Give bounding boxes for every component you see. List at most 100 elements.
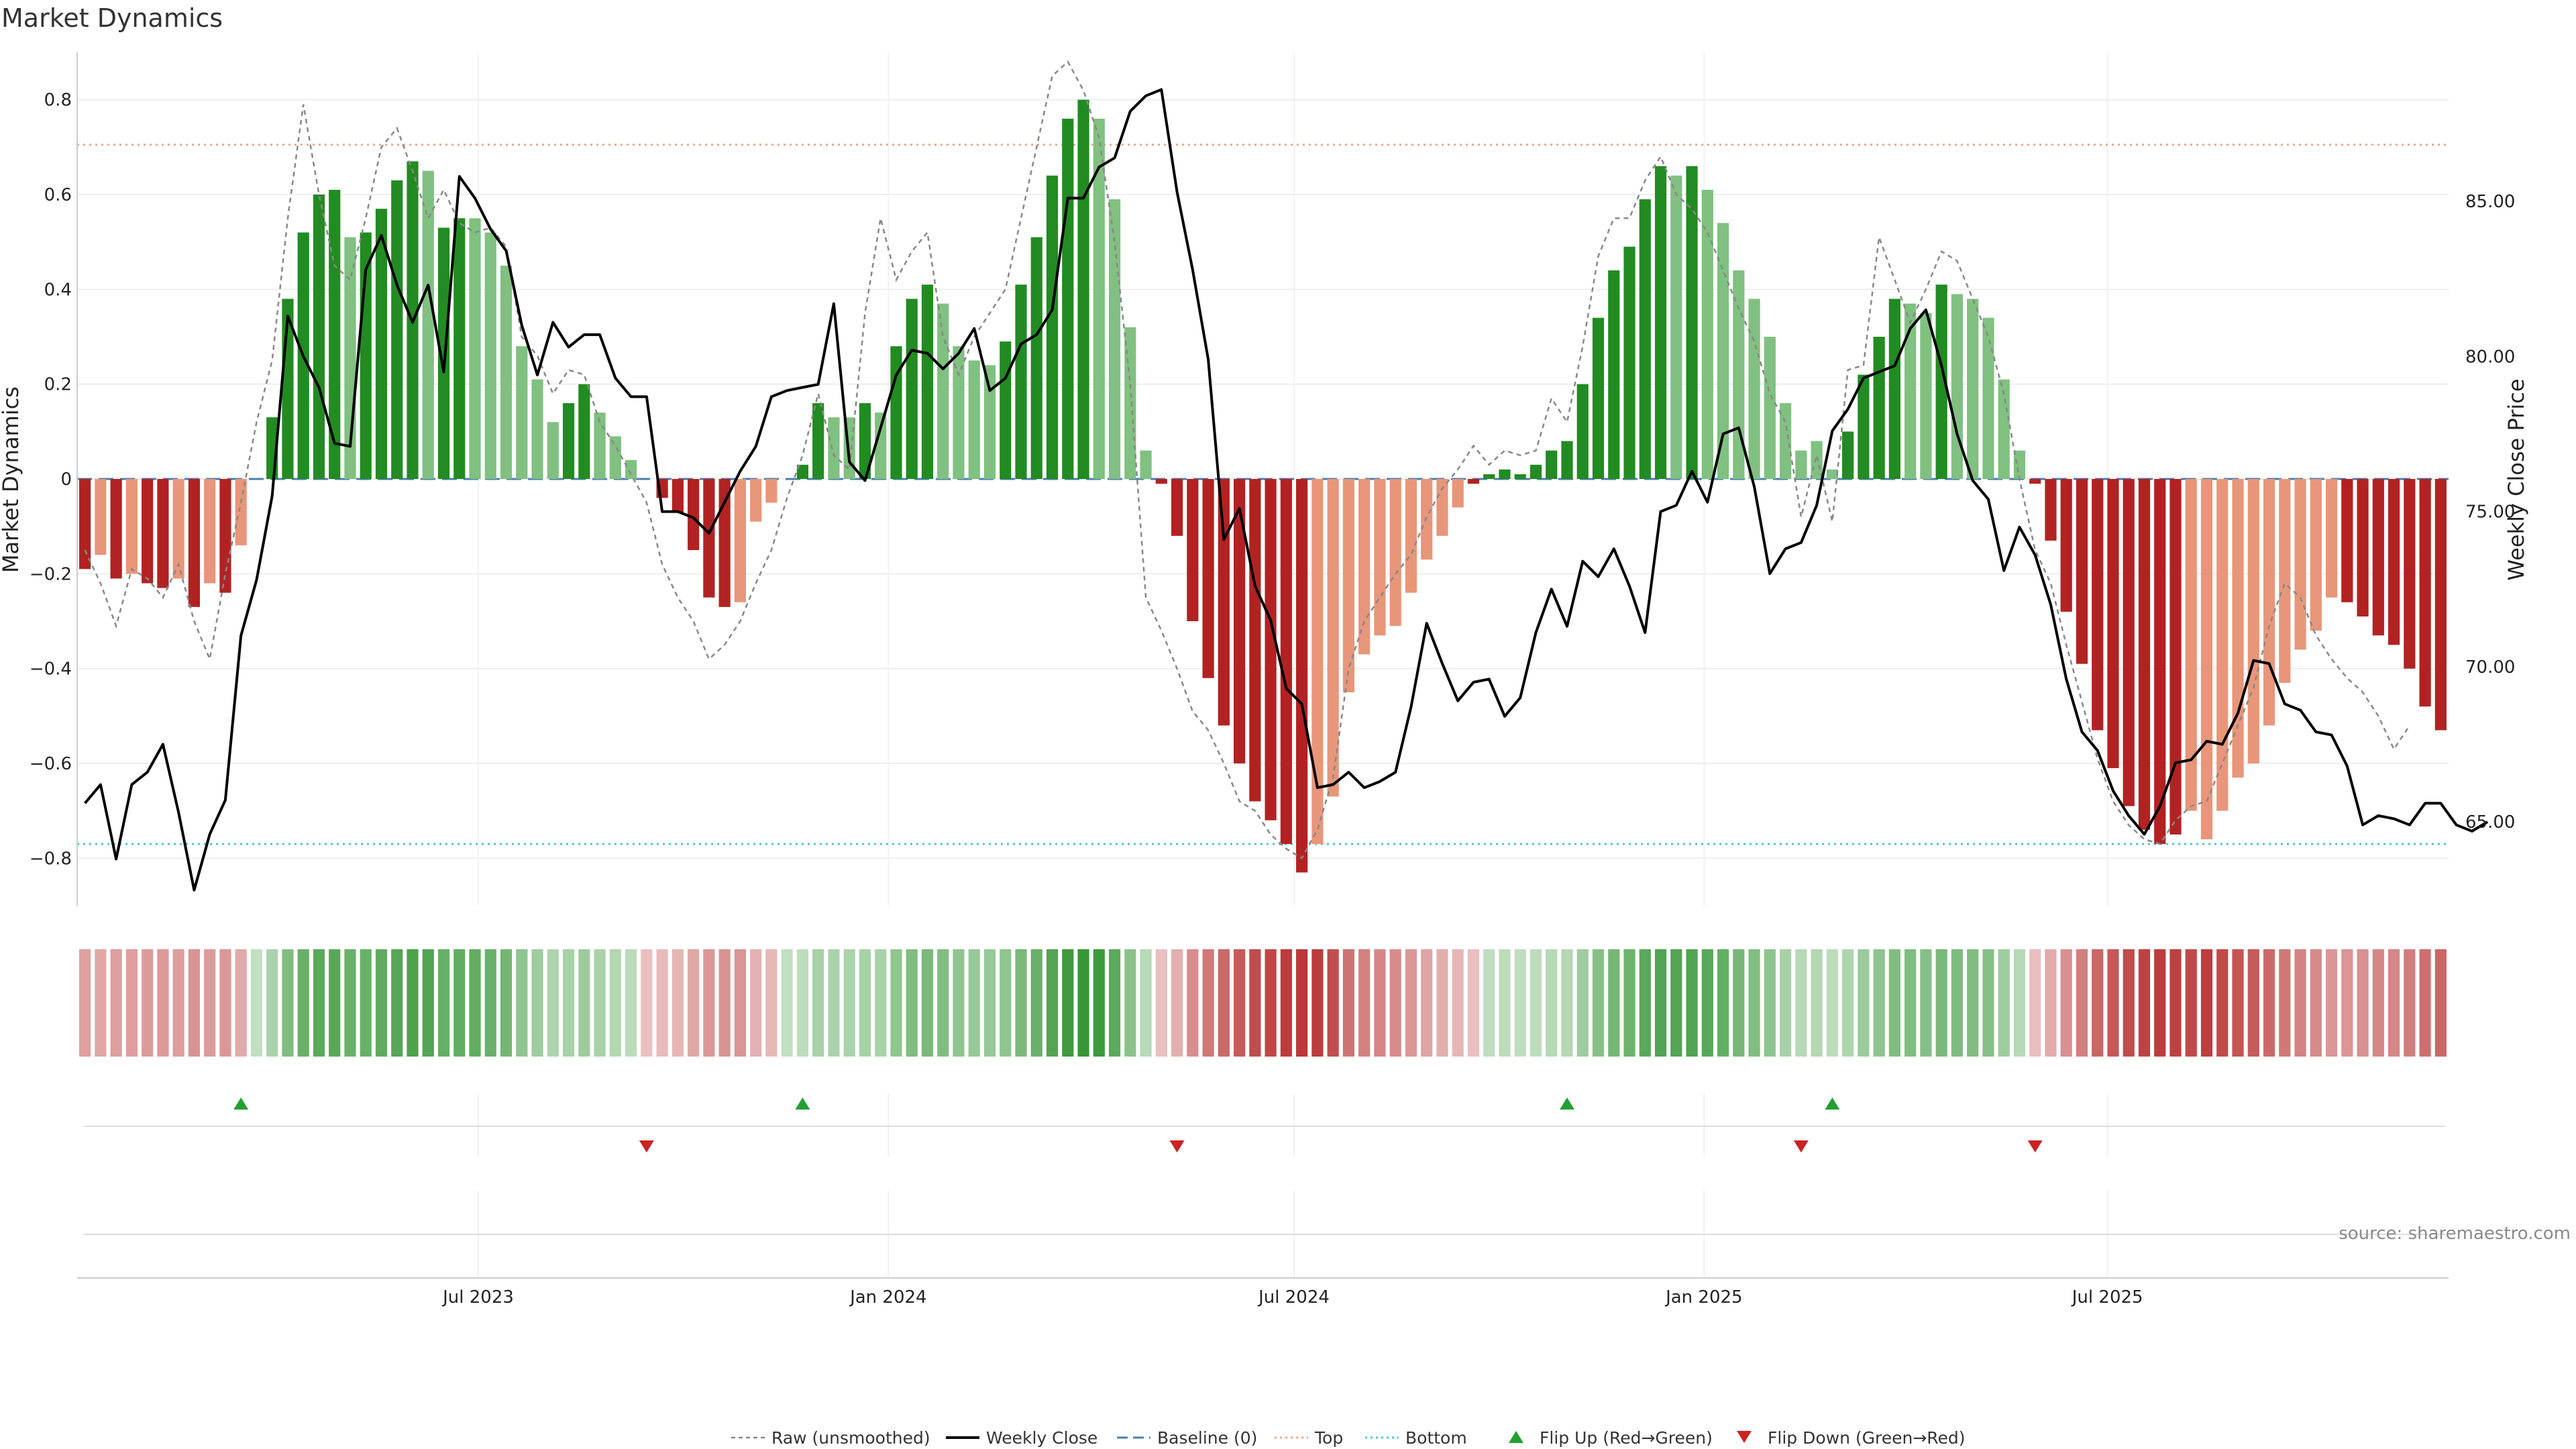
heat-cell [1124, 949, 1136, 1057]
dynamics-bar [1904, 303, 1917, 479]
dynamics-bar [1639, 199, 1651, 479]
left-tick-label: 0 [60, 470, 72, 490]
heat-cell [1327, 949, 1339, 1057]
dynamics-bar [1452, 479, 1464, 508]
left-tick-label: 0.4 [44, 280, 72, 300]
heat-cell [1140, 949, 1152, 1057]
chart-title: Market Dynamics [1, 3, 223, 33]
dynamics-bar [1623, 246, 1635, 479]
dynamics-bar [1873, 337, 1885, 479]
heat-cell [1499, 949, 1511, 1057]
heat-cell [594, 949, 606, 1057]
heat-cell [1062, 949, 1074, 1057]
heat-cell [2341, 949, 2353, 1057]
heat-cell [297, 949, 309, 1057]
heat-cell [235, 949, 247, 1057]
heat-cell [1155, 949, 1167, 1057]
dynamics-bar [1748, 299, 1760, 479]
dynamics-bar [1374, 479, 1386, 636]
legend-item-flip_down: Flip Down (Green→Red) [1737, 1428, 1966, 1448]
dynamics-bar [1967, 299, 1979, 479]
weekly-close-line [84, 88, 2489, 892]
legend-label: Weekly Close [986, 1428, 1097, 1448]
dynamics-bar [921, 284, 934, 479]
heat-cell [609, 949, 621, 1057]
dynamics-bar [2434, 479, 2447, 731]
dynamics-bar [2200, 479, 2213, 840]
dynamics-bar [796, 464, 809, 479]
dynamics-bar [2154, 479, 2166, 845]
dynamics-bar [484, 232, 496, 479]
heat-cell [2232, 949, 2244, 1057]
legend-item-bottom: Bottom [1365, 1428, 1467, 1448]
dynamics-bar [859, 402, 871, 479]
dynamics-bar [1546, 450, 1558, 479]
heat-cell [2200, 949, 2213, 1057]
heat-cell [2045, 949, 2057, 1057]
left-tick-label: 0.6 [44, 185, 72, 205]
heat-cell [1452, 949, 1464, 1057]
heat-cell [2029, 949, 2041, 1057]
dynamics-bar [2372, 479, 2384, 636]
heat-cell [188, 949, 201, 1057]
heat-cell [828, 949, 840, 1057]
dynamics-bar [968, 360, 980, 479]
heat-cell [2013, 949, 2026, 1057]
left-y-tick-labels: −0.8 −0.6 −0.4 −0.2 0 0.2 0.4 0.6 0.8 [30, 91, 72, 869]
heat-cell [110, 949, 122, 1057]
heat-cell [1733, 949, 1745, 1057]
dynamics-bar [1779, 402, 1792, 479]
heat-cell [2325, 949, 2338, 1057]
dynamics-bar [2387, 479, 2400, 645]
heat-cell [625, 949, 637, 1057]
dynamics-bar [219, 479, 231, 593]
heat-cell [1218, 949, 1230, 1057]
legend-item-top: Top [1275, 1428, 1343, 1448]
dynamics-bar [2310, 479, 2322, 631]
dynamics-bar [1888, 299, 1900, 479]
dynamics-bar [2419, 479, 2431, 707]
dynamics-bar [1108, 199, 1121, 479]
legend-item-close: Weekly Close [946, 1428, 1097, 1448]
heat-cell [875, 949, 887, 1057]
right-axis-label: Weekly Close Price [2504, 378, 2529, 580]
heat-cell [516, 949, 528, 1057]
dynamics-bar [562, 402, 575, 479]
heat-cell [172, 949, 184, 1057]
dynamics-bar [2169, 479, 2182, 835]
dynamics-bar [1499, 469, 1511, 479]
dynamics-bar [703, 479, 715, 598]
dynamics-bar [1811, 441, 1823, 479]
heat-cell [391, 949, 403, 1057]
dynamics-bar [1140, 450, 1152, 479]
dynamics-bar [157, 479, 169, 588]
dynamics-bar [1030, 237, 1042, 479]
heat-cell [1000, 949, 1012, 1057]
dynamics-bar [890, 346, 902, 479]
dynamics-bar [2263, 479, 2275, 726]
dynamics-bar [2294, 479, 2306, 650]
heat-cell [1234, 949, 1246, 1057]
dynamics-bar [1062, 118, 1074, 479]
heat-cell [1670, 949, 1682, 1057]
dynamics-bar [688, 479, 700, 550]
dynamics-bar [1514, 474, 1526, 479]
heat-cell [1093, 949, 1105, 1057]
dynamics-bar [1155, 479, 1167, 484]
heat-cell [2372, 949, 2384, 1057]
heat-cell [1608, 949, 1620, 1057]
dynamics-bar [1842, 431, 1854, 479]
heat-cell [2138, 949, 2151, 1057]
heat-cell [1358, 949, 1371, 1057]
flip-down-marker [639, 1140, 654, 1152]
dynamics-bar [734, 479, 747, 602]
dynamics-bar [1093, 118, 1105, 479]
heat-cell [1187, 949, 1199, 1057]
heat-cell [1686, 949, 1698, 1057]
x-tick-label: Jul 2025 [2071, 1287, 2143, 1307]
legend-label: Raw (unsmoothed) [771, 1428, 930, 1448]
heat-cell [2247, 949, 2259, 1057]
dynamics-bar [1436, 479, 1448, 536]
heat-cell [547, 949, 559, 1057]
dynamics-bar [1389, 479, 1401, 627]
